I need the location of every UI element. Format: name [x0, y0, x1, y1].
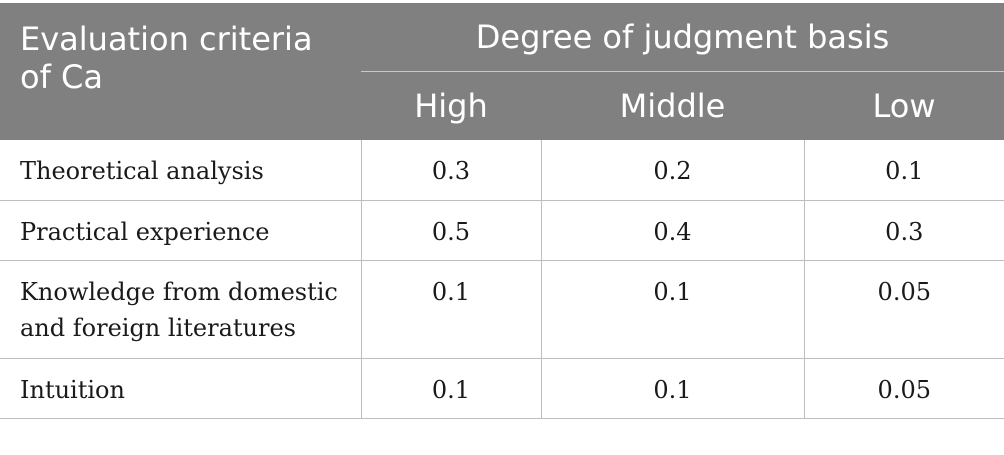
table-row: Practical experience 0.5 0.4 0.3	[0, 200, 1004, 261]
cell-high: 0.3	[360, 140, 541, 201]
cell-middle: 0.1	[540, 260, 804, 359]
cell-high: 0.5	[360, 200, 541, 261]
row-criteria-label: Knowledge from domestic and foreign lite…	[0, 260, 361, 359]
row-criteria-label: Intuition	[0, 358, 361, 419]
row-criteria-label: Theoretical analysis	[0, 140, 361, 201]
cell-low: 0.05	[803, 358, 1004, 419]
header-level-low: Low	[804, 71, 1004, 140]
evaluation-criteria-table: Evaluation criteria of Ca Degree of judg…	[0, 3, 1004, 419]
cell-middle: 0.4	[540, 200, 804, 261]
cell-middle: 0.2	[540, 140, 804, 201]
row-criteria-label: Practical experience	[0, 200, 361, 261]
header-criteria: Evaluation criteria of Ca	[0, 3, 361, 140]
table-row: Knowledge from domestic and foreign lite…	[0, 260, 1004, 359]
header-level-middle: Middle	[541, 71, 804, 140]
header-degree-group: Degree of judgment basis	[361, 3, 1004, 72]
cell-low: 0.3	[803, 200, 1004, 261]
cell-high: 0.1	[360, 260, 541, 359]
cell-middle: 0.1	[540, 358, 804, 419]
header-level-high: High	[361, 71, 541, 140]
header-row-levels: High Middle Low	[0, 71, 1004, 140]
header-row-group: Evaluation criteria of Ca Degree of judg…	[0, 3, 1004, 140]
cell-high: 0.1	[360, 358, 541, 419]
table-row: Theoretical analysis 0.3 0.2 0.1	[0, 140, 1004, 201]
table-row: Intuition 0.1 0.1 0.05	[0, 358, 1004, 419]
cell-low: 0.1	[803, 140, 1004, 201]
table-header: Evaluation criteria of Ca Degree of judg…	[0, 3, 1004, 140]
cell-low: 0.05	[803, 260, 1004, 359]
table-body: Theoretical analysis 0.3 0.2 0.1 Practic…	[0, 140, 1004, 419]
